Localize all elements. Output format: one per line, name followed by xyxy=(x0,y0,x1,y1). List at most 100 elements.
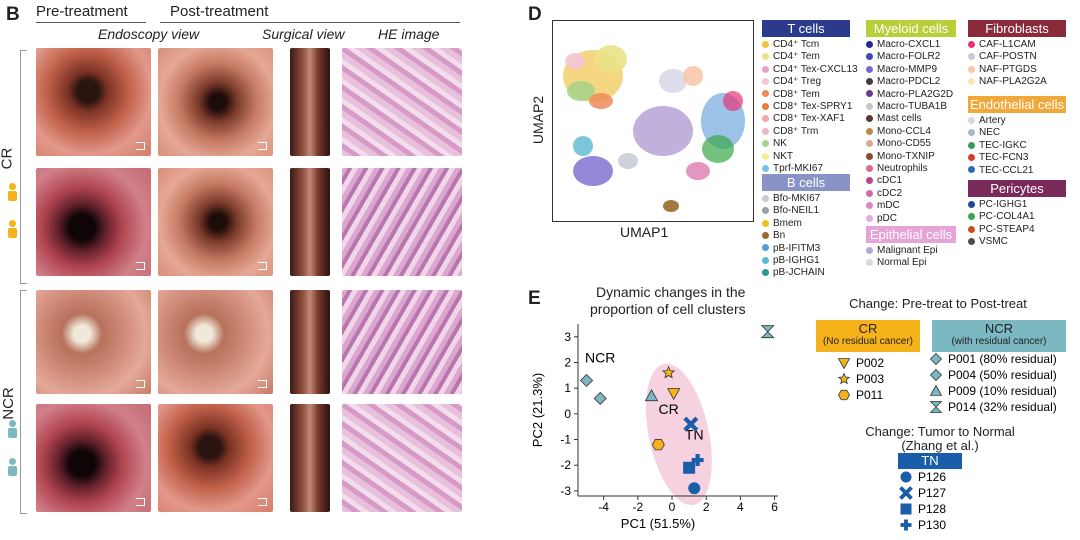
legend-dot-icon xyxy=(866,152,873,160)
legend-item: TEC-CCL21 xyxy=(968,165,1033,177)
ncr-box: NCR (with residual cancer) xyxy=(932,320,1066,352)
legend-item: Mono-CD55 xyxy=(866,138,953,150)
legend-item: Neutrophils xyxy=(866,163,953,175)
legend-item: pDC xyxy=(866,213,953,225)
umap-ylabel: UMAP2 xyxy=(530,95,547,145)
legend-item: Macro-FOLR2 xyxy=(866,51,953,63)
legend-item: pB-IGHG1 xyxy=(762,255,825,267)
legend-patient-label: P011 xyxy=(856,388,883,402)
legend-item: pB-IFITM3 xyxy=(762,243,825,255)
legend-item-label: CD8⁺ Tem xyxy=(773,88,820,100)
legend-item-label: Bfo-NEIL1 xyxy=(773,205,820,217)
legend-dot-icon xyxy=(762,152,769,160)
legend-item-label: pB-JCHAIN xyxy=(773,267,825,279)
cr-box: CR (No residual cancer) xyxy=(816,320,920,352)
legend-item: CD8⁺ Tem xyxy=(762,89,858,101)
ncr-box-title: NCR xyxy=(984,321,1014,336)
legend-dot-icon xyxy=(762,232,769,240)
legend-dot-icon xyxy=(968,53,975,61)
legend-item: Malignant Epi xyxy=(866,245,938,257)
pretreatment-underline xyxy=(36,22,146,23)
legend-item: mDC xyxy=(866,200,953,212)
legend-dot-icon xyxy=(762,140,769,148)
legend-item-label: Mono-CCL4 xyxy=(877,125,931,137)
legend-dot-icon xyxy=(866,115,873,123)
legend-marker-p130 xyxy=(900,519,912,531)
legend-item: NAF-PTGDS xyxy=(968,64,1047,76)
legend-dot-icon xyxy=(762,219,769,227)
legend-item: Artery xyxy=(968,115,1033,127)
ncr1-post-endoscopy-image xyxy=(158,290,273,394)
ncr-person-icon-2 xyxy=(8,458,17,476)
data-point-p004 xyxy=(593,391,607,406)
legend-item: Macro-TUBA1B xyxy=(866,101,953,113)
legend-item: Mast cells xyxy=(866,113,953,125)
legend-item: Normal Epi xyxy=(866,257,938,269)
cr-bracket xyxy=(20,50,27,284)
legend-marker-p127 xyxy=(899,486,913,500)
legend-item-label: CD8⁺ Tex-XAF1 xyxy=(773,113,845,125)
legend-dot-icon xyxy=(762,78,769,86)
legend-epithelial-header: Epithelial cells xyxy=(866,226,956,243)
legend-dot-icon xyxy=(866,202,873,210)
legend-dot-icon xyxy=(866,78,873,86)
legend-item: CD8⁺ Tex-XAF1 xyxy=(762,113,858,125)
legend-myeloid-header: Myeloid cells xyxy=(866,20,956,37)
legend-item: TEC-IGKC xyxy=(968,140,1033,152)
legend-patient-label: P002 xyxy=(856,356,884,370)
legend-item: PC-STEAP4 xyxy=(968,224,1035,236)
legend-patient-label: P004 (50% residual) xyxy=(948,368,1057,382)
legend-patient-label: P001 (80% residual) xyxy=(948,352,1057,366)
legend-item: CD8⁺ Tex-SPRY1 xyxy=(762,101,858,113)
ncr2-he-image xyxy=(342,404,462,512)
legend-b-cells-header: B cells xyxy=(762,174,850,191)
legend-item-label: PC-STEAP4 xyxy=(979,223,1035,235)
legend-patient-label: P009 (10% residual) xyxy=(948,384,1057,398)
ncr-patient-legend: P001 (80% residual) P004 (50% residual) P0… xyxy=(929,352,1057,414)
x-tick-label: -4 xyxy=(598,500,609,514)
data-point-p001 xyxy=(579,373,594,388)
legend-dot-icon xyxy=(762,115,769,123)
legend-dot-icon xyxy=(866,53,873,61)
legend-item: NK xyxy=(762,138,858,150)
legend-marker-p009 xyxy=(929,384,943,396)
legend-item-label: TEC-FCN3 xyxy=(979,152,1029,164)
legend-dot-icon xyxy=(968,166,975,174)
legend-b-cells-list: Bfo-MKI67 Bfo-NEIL1 Bmem Bn pB-IFITM3 pB-IGHG… xyxy=(762,193,825,280)
data-point-p003 xyxy=(661,365,676,379)
legend-endothelial-header: Endothelial cells xyxy=(968,96,1066,113)
ncr2-pre-endoscopy-image xyxy=(36,404,151,512)
legend-item-label: pDC xyxy=(877,212,898,224)
legend-item-label: NK xyxy=(773,138,787,150)
y-tick-label: -1 xyxy=(560,433,571,447)
legend-dot-icon xyxy=(866,90,873,98)
cr-label: CR xyxy=(0,147,16,170)
legend-marker-p014 xyxy=(929,401,943,413)
legend-dot-icon xyxy=(762,207,769,215)
legend-item-label: Macro-PLA2G2D xyxy=(877,88,954,100)
legend-item: NKT xyxy=(762,151,858,163)
y-tick-label: -2 xyxy=(560,458,571,472)
ncr-cluster-label: NCR xyxy=(585,350,615,366)
legend-item: Bfo-NEIL1 xyxy=(762,205,825,217)
ncr2-surgical-image xyxy=(290,404,330,512)
legend-dot-icon xyxy=(968,78,975,86)
posttreatment-header: Post-treatment xyxy=(170,3,269,20)
legend-item: CD4⁺ Tex-CXCL13 xyxy=(762,64,858,76)
legend-item-label: PC-IGHG1 xyxy=(979,199,1028,210)
legend-fibroblasts-list: CAF-L1CAM CAF-POSTN NAF-PTGDS NAF-PLA2G2A xyxy=(968,39,1047,89)
legend-item-label: PC-COL4A1 xyxy=(979,211,1035,223)
legend-item-label: Tprf-MKI67 xyxy=(773,163,824,175)
x-tick-label: -2 xyxy=(632,500,643,514)
legend-item-label: CD4⁺ Tex-CXCL13 xyxy=(773,63,858,75)
x-tick-label: 4 xyxy=(737,500,744,514)
legend-dot-icon xyxy=(968,225,975,233)
pretreatment-header: Pre-treatment xyxy=(36,3,128,20)
y-tick-label: 0 xyxy=(564,407,571,421)
ncr1-he-image xyxy=(342,290,462,394)
legend-dot-icon xyxy=(762,127,769,135)
legend-dot-icon xyxy=(762,244,769,252)
legend-patient-label: P127 xyxy=(918,486,946,500)
legend-item: CD4⁺ Treg xyxy=(762,76,858,88)
legend-item-label: NAF-PLA2G2A xyxy=(979,76,1047,88)
